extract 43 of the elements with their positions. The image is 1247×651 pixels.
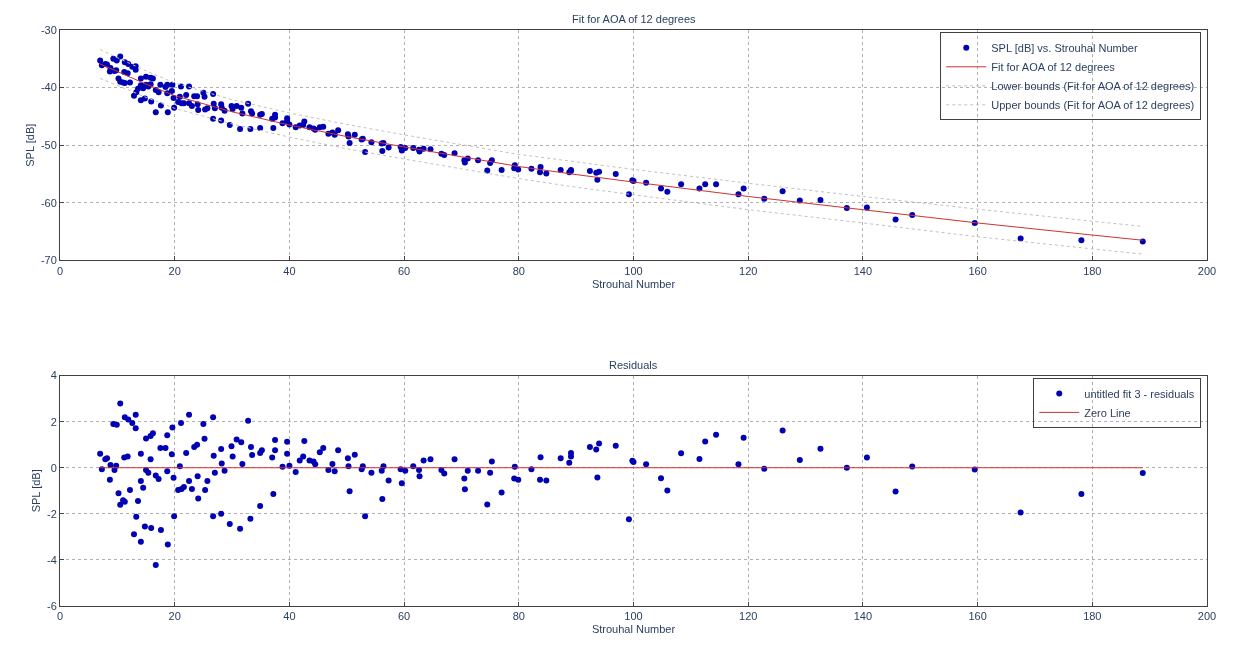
x-tick-label: 60 (397, 610, 411, 623)
x-axis-title: Strouhal Number (591, 277, 676, 290)
x-tick-label: 40 (283, 264, 296, 277)
x-tick-label: 180 (1083, 610, 1102, 623)
x-tick-label: 100 (624, 610, 643, 623)
y-tick-label: -70 (40, 254, 57, 267)
y-axis-title: SPL [dB] (29, 469, 42, 513)
x-tick-label: 140 (853, 610, 873, 623)
x-tick-label: 20 (168, 264, 181, 277)
legend-label: Lower bounds (Fit for AOA of 12 degrees) (991, 80, 1195, 93)
y-tick-label: -2 (47, 507, 57, 520)
y-tick-label: -60 (40, 196, 57, 209)
x-axis-title: Strouhal Number (591, 623, 676, 636)
y-tick-label: 2 (50, 415, 57, 428)
legend-label: Zero Line (1084, 406, 1131, 419)
x-tick-label: 160 (968, 264, 987, 277)
y-tick-label: -40 (40, 81, 57, 94)
y-axis-title: SPL [dB] (23, 123, 36, 167)
x-tick-label: 40 (283, 610, 296, 623)
x-tick-label: 20 (168, 610, 181, 623)
legend-label: SPL [dB] vs. Strouhal Number (991, 42, 1138, 55)
y-tick-label: 4 (50, 369, 57, 382)
y-tick-label: -6 (47, 599, 57, 612)
x-tick-label: 80 (512, 610, 525, 623)
x-tick-label: 180 (1083, 264, 1102, 277)
x-tick-label: 120 (739, 264, 758, 277)
x-tick-label: 120 (739, 610, 758, 623)
x-tick-label: 200 (1197, 264, 1217, 277)
x-tick-label: 100 (624, 264, 643, 277)
x-tick-label: 80 (512, 264, 525, 277)
legend-label: untitled fit 3 - residuals (1084, 387, 1195, 400)
x-tick-label: 60 (397, 264, 411, 277)
y-tick-label: -4 (47, 553, 57, 566)
y-tick-label: -50 (40, 139, 57, 152)
y-tick-label: -30 (40, 23, 57, 36)
legend-label: Fit for AOA of 12 degrees (991, 61, 1116, 74)
x-tick-label: 140 (853, 264, 873, 277)
chart-title: Residuals (609, 359, 658, 371)
chart-title: Fit for AOA of 12 degrees (572, 13, 697, 25)
legend-label: Upper bounds (Fit for AOA of 12 degrees) (991, 99, 1195, 112)
x-tick-label: 160 (968, 610, 987, 623)
x-tick-label: 200 (1197, 610, 1217, 623)
y-tick-label: 0 (50, 461, 57, 474)
